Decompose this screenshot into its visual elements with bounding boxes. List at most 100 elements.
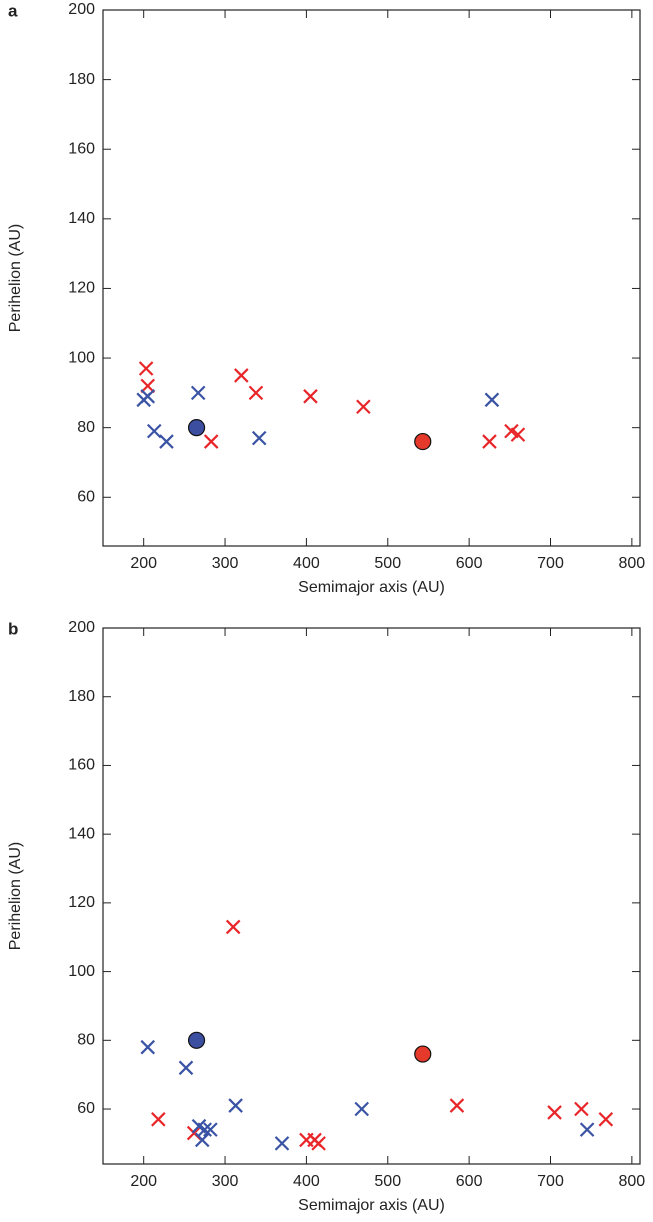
x-tick-label: 500 [374,1173,401,1190]
y-tick-label: 120 [68,894,95,911]
cross-stroke [504,423,519,439]
cross-stroke [598,1112,614,1127]
y-tick-label: 200 [68,619,95,636]
cross-stroke [191,1118,207,1134]
x-axis-label: Semimajor axis (AU) [298,1197,445,1214]
y-tick-label: 160 [68,757,95,774]
cross-stroke [194,1132,210,1148]
point [414,432,432,451]
cross [311,1136,326,1151]
cross-stroke [356,399,371,415]
point [414,1045,432,1063]
cross-stroke [482,434,497,449]
panel-label: a [8,1,18,20]
cross [482,434,497,449]
cross [140,378,156,394]
x-tick-label: 800 [619,555,646,572]
x-tick-label: 400 [293,555,320,572]
y-tick-label: 160 [68,140,95,157]
y-tick-label: 140 [68,825,95,842]
cross [140,1039,156,1055]
y-tick-label: 60 [77,1100,95,1117]
x-tick-label: 800 [619,1173,646,1190]
cross [248,385,264,401]
cross [449,1098,465,1113]
cross-stroke [303,389,318,404]
cross [234,368,249,383]
y-tick-label: 180 [68,71,95,88]
x-tick-label: 300 [212,1173,239,1190]
cross-stroke [274,1136,290,1151]
cross [194,1132,210,1148]
cross-stroke [311,1136,326,1151]
cross [225,919,241,935]
cross-stroke [484,392,500,408]
y-tick-label: 100 [68,963,95,980]
cross-stroke [203,1122,218,1137]
plot-frame [102,627,641,1165]
x-axis-label: Semimajor axis (AU) [298,579,445,596]
y-tick-label: 80 [77,419,95,436]
cross-stroke [178,1060,194,1076]
cross [159,434,174,449]
cross-stroke [190,385,206,401]
plot-frame [102,9,641,547]
x-tick-label: 400 [293,1173,320,1190]
cross [356,399,371,415]
y-tick-label: 200 [68,1,95,18]
cross [303,389,318,404]
cross [598,1112,614,1127]
cross [510,427,526,442]
cross-stroke [203,434,219,449]
cross [228,1098,243,1113]
cross [354,1101,370,1117]
x-tick-label: 200 [130,1173,157,1190]
y-tick-label: 100 [68,349,95,366]
cross-stroke [449,1098,465,1113]
cross [178,1060,194,1076]
panel-label: b [8,619,18,638]
point [187,1031,206,1049]
y-tick-label: 60 [77,488,95,505]
cross-stroke [574,1101,589,1117]
cross-stroke [251,430,267,446]
cross-stroke [510,427,526,442]
cross-stroke [146,423,162,439]
cross-stroke [138,361,154,376]
cross-stroke [248,385,264,401]
cross [140,389,156,404]
cross [190,385,206,401]
cross-stroke [151,1112,166,1127]
x-tick-label: 200 [130,555,157,572]
cross-stroke [140,389,156,404]
cross-stroke [197,1122,212,1137]
cross-stroke [159,434,174,449]
cross [251,430,267,446]
x-tick-label: 300 [212,555,239,572]
cross-stroke [547,1105,562,1120]
y-axis-label: Perihelion (AU) [7,224,24,332]
cross-stroke [228,1098,243,1113]
cross [151,1112,166,1127]
y-axis-label: Perihelion (AU) [7,842,24,950]
cross [274,1136,290,1151]
cross-stroke [234,368,249,383]
cross-stroke [140,1039,156,1055]
x-tick-label: 500 [374,555,401,572]
cross [579,1122,595,1137]
cross [146,423,162,439]
x-tick-label: 600 [456,1173,483,1190]
cross [203,1122,218,1137]
cross [484,392,500,408]
cross-stroke [579,1122,595,1137]
point [187,419,206,437]
cross [138,361,154,376]
cross-stroke [225,919,241,935]
x-tick-label: 700 [537,555,564,572]
x-tick-label: 700 [537,1173,564,1190]
y-tick-label: 80 [77,1032,95,1049]
cross [574,1101,589,1117]
cross-stroke [140,378,156,394]
